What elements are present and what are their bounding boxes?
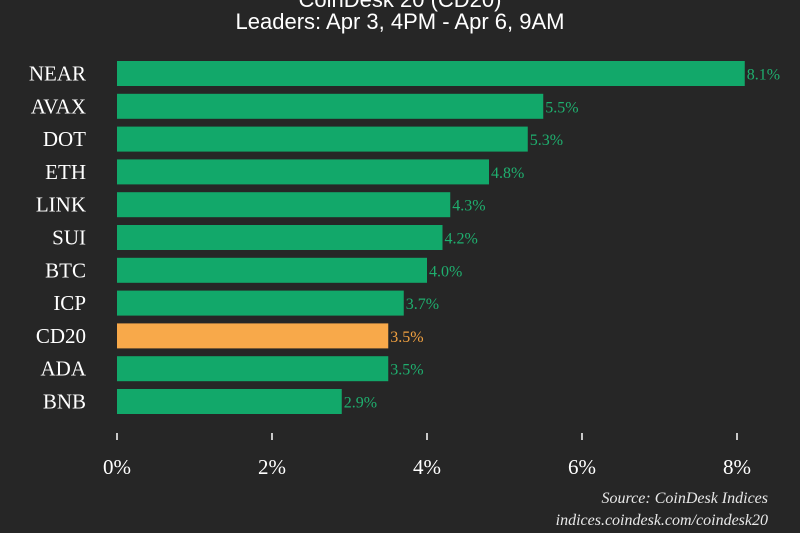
category-label-ada: ADA — [41, 357, 87, 381]
bar-cd20 — [117, 323, 389, 349]
bar-avax — [117, 93, 544, 119]
category-label-sui: SUI — [52, 226, 86, 250]
value-label-dot: 5.3% — [530, 132, 563, 149]
category-label-avax: AVAX — [31, 94, 86, 118]
bar-near — [117, 61, 745, 86]
x-tick-label-2: 2% — [258, 455, 286, 479]
category-label-link: LINK — [36, 193, 86, 217]
value-label-cd20: 3.5% — [390, 329, 423, 346]
value-label-btc: 4.0% — [429, 263, 462, 280]
category-label-cd20: CD20 — [36, 324, 86, 348]
value-label-near: 8.1% — [747, 67, 780, 84]
category-label-near: NEAR — [29, 62, 86, 86]
x-tick-label-8: 8% — [723, 455, 751, 479]
chart-title: CoinDesk 20 (CD20) — [0, 0, 800, 13]
bar-eth — [117, 159, 489, 185]
bar-link — [117, 192, 451, 218]
bar-sui — [117, 225, 443, 250]
category-label-bnb: BNB — [43, 390, 86, 414]
category-label-icp: ICP — [53, 291, 86, 315]
bar-btc — [117, 257, 427, 283]
bar-ada — [117, 356, 389, 382]
x-tick-label-0: 0% — [103, 455, 131, 479]
value-label-link: 4.3% — [452, 198, 485, 215]
bar-dot — [117, 126, 528, 152]
value-label-bnb: 2.9% — [344, 395, 377, 412]
value-label-icp: 3.7% — [406, 296, 439, 313]
bar-bnb — [117, 389, 342, 414]
value-label-eth: 4.8% — [491, 165, 524, 182]
source-label: Source: CoinDesk Indices — [601, 490, 768, 507]
x-tick-label-6: 6% — [568, 455, 596, 479]
category-label-dot: DOT — [43, 127, 86, 151]
source-url: indices.coindesk.com/coindesk20 — [555, 512, 768, 529]
value-label-avax: 5.5% — [545, 99, 578, 116]
chart-subtitle: Leaders: Apr 3, 4PM - Apr 6, 9AM — [235, 9, 565, 34]
x-tick-label-4: 4% — [413, 455, 441, 479]
category-label-eth: ETH — [45, 160, 86, 184]
value-label-sui: 4.2% — [445, 231, 478, 248]
category-label-btc: BTC — [45, 258, 86, 282]
bar-icp — [117, 290, 404, 316]
value-label-ada: 3.5% — [390, 362, 423, 379]
